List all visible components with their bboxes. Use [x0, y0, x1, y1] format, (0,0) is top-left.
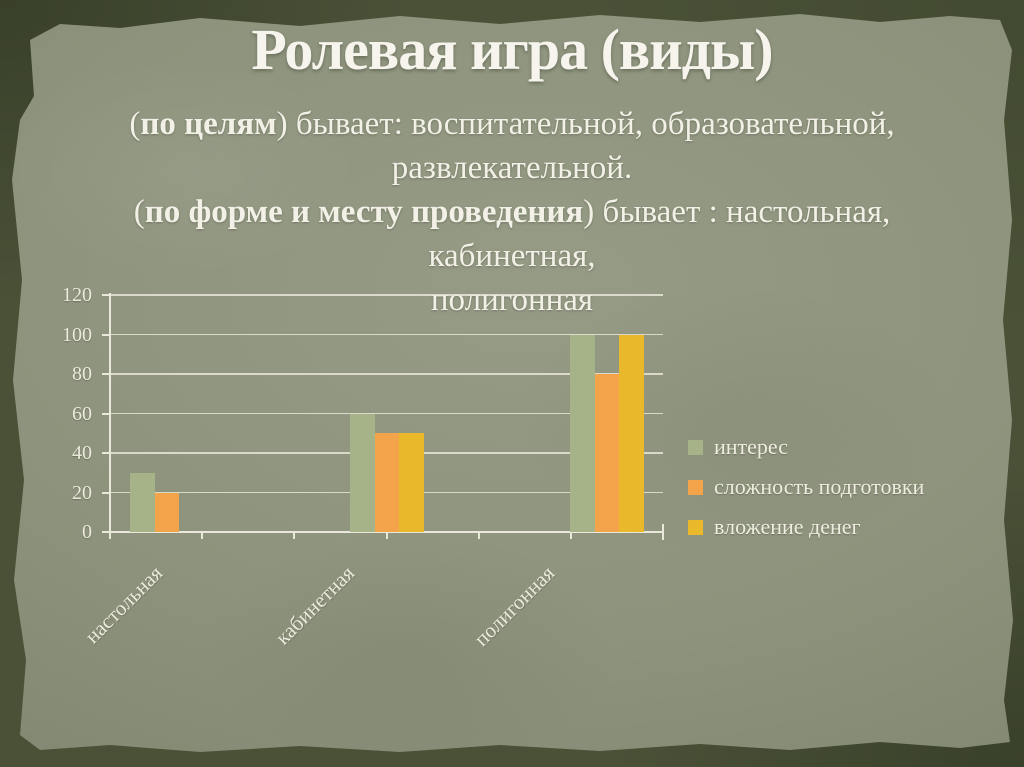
chart-bar — [619, 334, 644, 532]
chart-bar — [154, 492, 179, 532]
chart-bar — [399, 433, 424, 532]
y-axis-tick — [102, 412, 110, 415]
legend-swatch — [688, 519, 703, 535]
legend-item: интерес — [688, 434, 924, 460]
y-axis-label: 100 — [62, 323, 92, 346]
legend: интерес сложность подготовки вложение дене… — [688, 434, 924, 554]
y-axis-label: 60 — [72, 402, 92, 425]
y-axis-line — [109, 293, 111, 539]
y-axis-label: 0 — [82, 521, 92, 543]
x-axis-tick — [385, 532, 388, 539]
legend-label: интерес — [714, 434, 789, 459]
gridline — [110, 412, 663, 415]
bold-phrase-form: по форме и месту проведения — [144, 194, 584, 230]
x-axis-label: кабинетная — [270, 561, 359, 650]
y-axis-tick — [102, 333, 110, 336]
chart-bar — [350, 413, 375, 532]
x-axis-tick — [201, 532, 204, 539]
paren-open: ( — [133, 194, 145, 230]
y-axis-tick — [102, 452, 110, 454]
legend-item: сложность подготовки — [688, 474, 924, 500]
body-paragraph-goals: (по целям) бывает: воспитательной, образ… — [48, 102, 976, 190]
gridline — [110, 373, 663, 375]
body-text: (по целям) бывает: воспитательной, образ… — [48, 102, 976, 322]
x-axis-label: полигонная — [469, 561, 559, 651]
chart-bar — [374, 433, 399, 532]
slide-title: Ролевая игра (виды) — [251, 17, 773, 82]
legend-label: вложение денег — [714, 514, 861, 539]
y-axis-tick — [102, 491, 110, 494]
y-axis-tick — [102, 373, 110, 375]
chart-bar — [570, 334, 595, 532]
y-axis-label: 80 — [72, 363, 92, 385]
paragraph-rest: ) бывает : настольная, кабинетная, — [428, 194, 891, 274]
y-axis-label: 120 — [62, 284, 92, 306]
body-paragraph-form: (по форме и месту проведения) бывает : н… — [48, 190, 976, 322]
legend-item: вложение денег — [688, 514, 924, 540]
y-axis-label: 40 — [72, 442, 92, 464]
gridline — [110, 333, 663, 336]
x-axis-tick — [477, 532, 480, 539]
x-axis-label: настольная — [79, 561, 167, 649]
paragraph-line2: развлекательной. — [391, 150, 633, 186]
x-axis-tick — [569, 532, 572, 539]
y-axis-label: 20 — [72, 481, 92, 504]
y-axis-tick — [102, 531, 110, 533]
gridline — [110, 294, 663, 296]
x-axis-tick — [662, 524, 664, 540]
paragraph-rest: ) бывает: воспитательной, образовательно… — [276, 106, 895, 142]
chart-bar — [130, 472, 155, 532]
x-axis-tick — [293, 532, 296, 539]
legend-swatch — [688, 439, 703, 455]
paren-open: ( — [129, 106, 141, 142]
bold-phrase-goals: по целям — [140, 106, 277, 142]
chart-bar — [594, 374, 619, 532]
legend-label: сложность подготовки — [714, 474, 925, 499]
y-axis-tick — [102, 294, 110, 296]
legend-swatch — [688, 479, 703, 495]
paragraph-line2: полигонная — [430, 282, 594, 318]
